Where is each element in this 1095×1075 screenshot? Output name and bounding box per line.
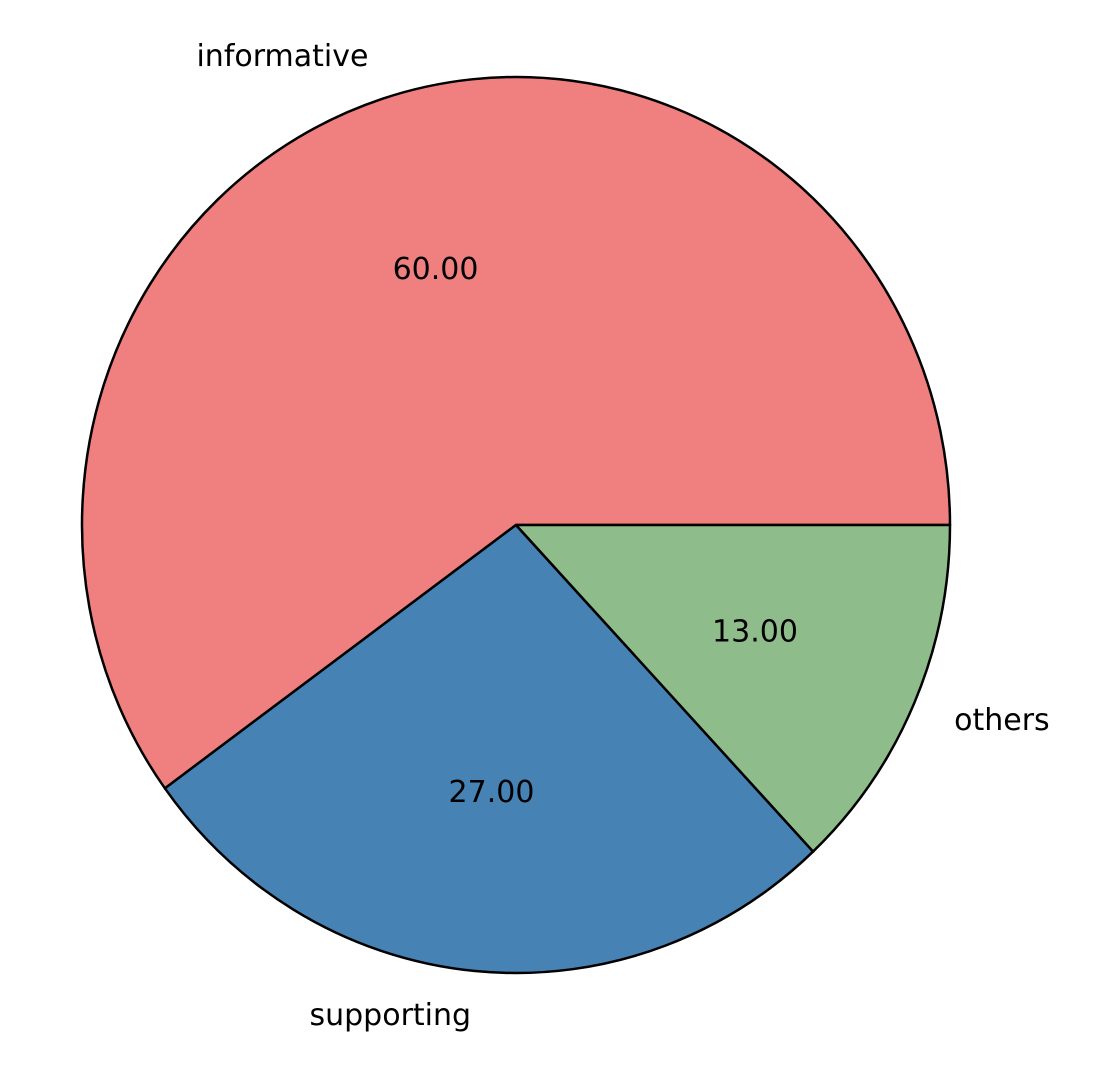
slice-value-label-informative: 60.00 — [393, 252, 479, 287]
slice-value-label-supporting: 27.00 — [449, 775, 535, 810]
pie-slice-informative — [80, 75, 952, 790]
slice-category-label-supporting: supporting — [309, 998, 471, 1033]
pie-slices — [80, 75, 952, 975]
slice-category-label-others: others — [954, 703, 1050, 738]
slice-value-label-others: 13.00 — [712, 614, 798, 649]
pie-slice-supporting — [163, 523, 815, 975]
slice-category-label-informative: informative — [196, 39, 368, 74]
pie-slice-others — [514, 523, 952, 853]
pie-labels: 60.00 informative 27.00 supporting 13.00 othe… — [196, 39, 1049, 1033]
